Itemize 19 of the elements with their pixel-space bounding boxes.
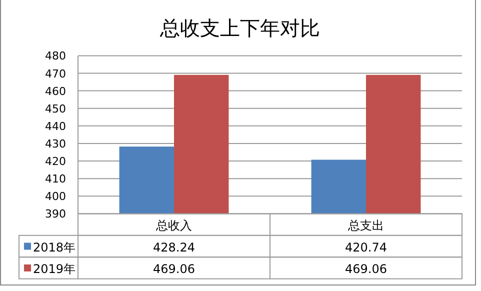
y-tick-label: 400	[45, 190, 66, 204]
legend-label: 2019年	[33, 262, 76, 276]
x-tick-label: 总收入	[155, 218, 192, 233]
data-label: 469.06	[345, 262, 387, 276]
y-tick-label: 460	[45, 84, 66, 98]
data-label: 428.24	[153, 240, 195, 254]
x-tick-label: 总支出	[347, 218, 384, 233]
legend-label: 2018年	[33, 240, 76, 254]
y-tick-label: 390	[45, 208, 66, 221]
chart-title: 总收支上下年对比	[159, 16, 320, 40]
y-tick-label: 430	[45, 137, 66, 150]
data-label: 469.06	[153, 262, 195, 276]
y-tick-label: 470	[45, 67, 66, 80]
y-tick-label: 410	[45, 172, 66, 186]
y-tick-label: 440	[45, 120, 66, 133]
data-label: 420.74	[345, 240, 387, 254]
y-tick-label: 450	[45, 102, 66, 116]
y-tick-label: 420	[45, 155, 66, 168]
y-tick-label: 480	[45, 50, 66, 63]
